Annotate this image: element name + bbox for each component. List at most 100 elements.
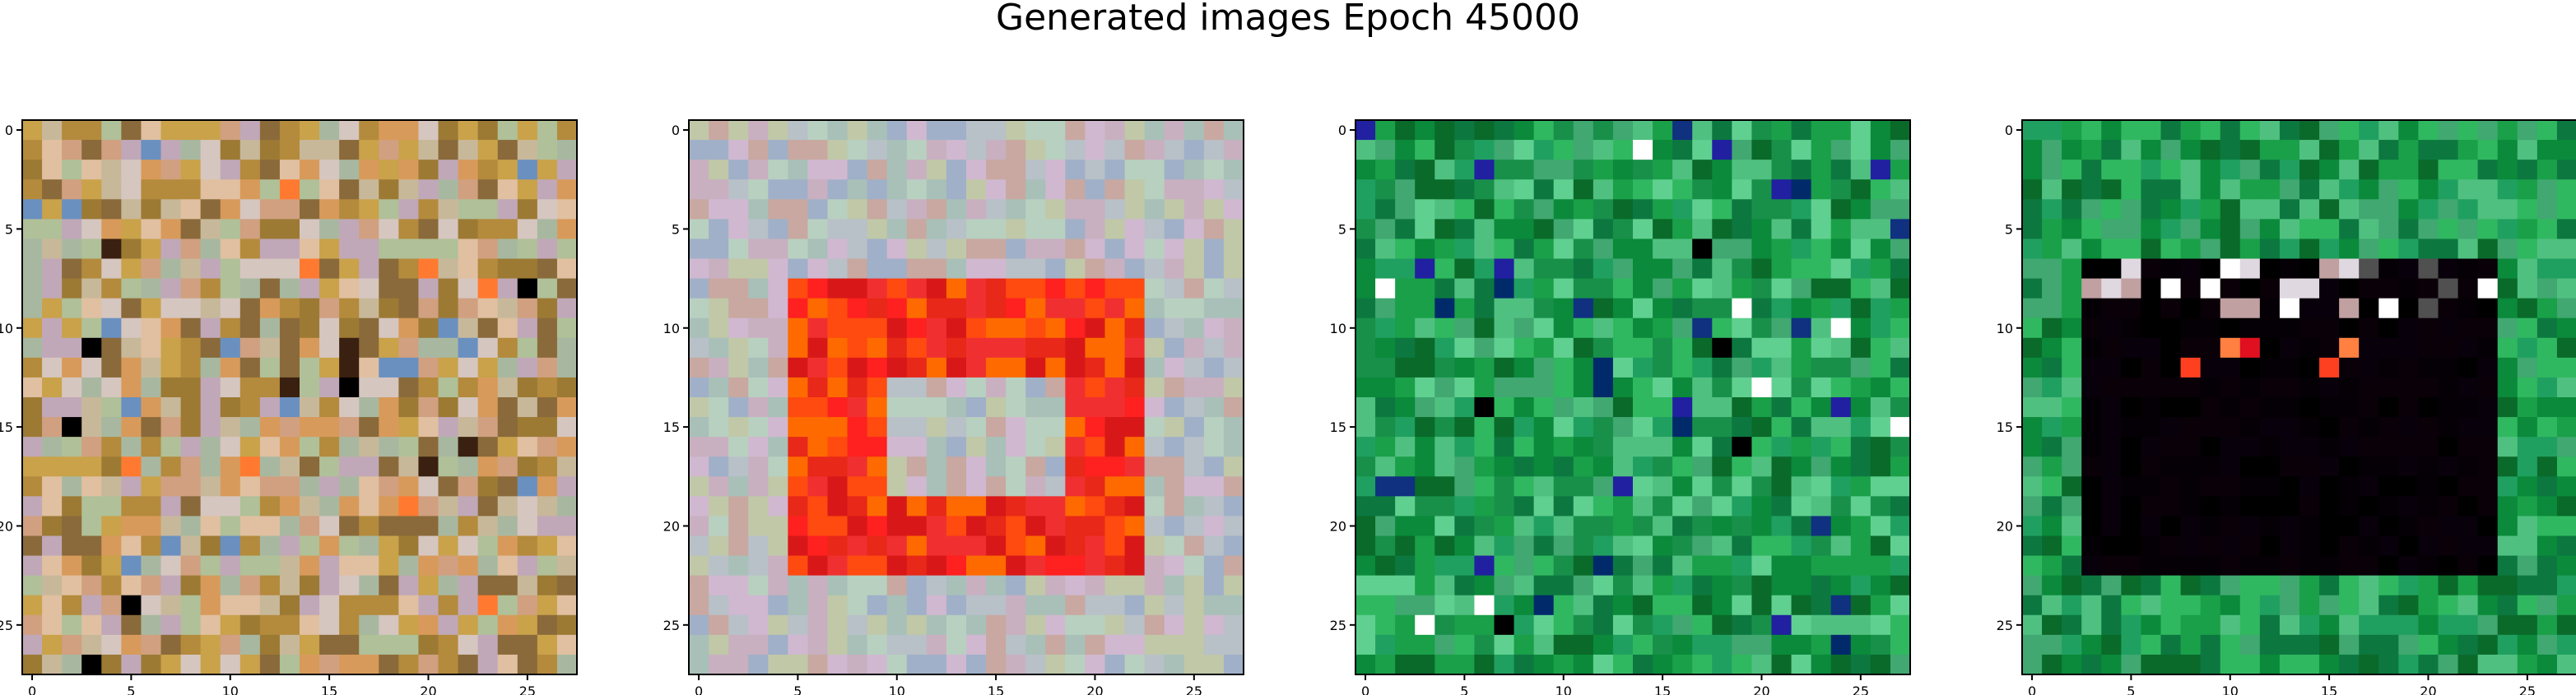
heatmap-cell	[1104, 219, 1126, 240]
heatmap-cell	[1712, 437, 1732, 457]
heatmap-cell	[1732, 298, 1753, 319]
heatmap-cell	[81, 634, 102, 656]
heatmap-cell	[807, 317, 829, 339]
heatmap-cell	[2279, 516, 2300, 537]
heatmap-cell	[339, 219, 360, 240]
heatmap-cell	[886, 337, 908, 359]
heatmap-cell	[867, 614, 888, 636]
heatmap-cell	[2299, 456, 2320, 477]
heatmap-cell	[1870, 595, 1891, 616]
heatmap-cell	[2536, 654, 2558, 675]
heatmap-cell	[2398, 476, 2420, 497]
heatmap-cell	[1712, 555, 1732, 577]
heatmap-cell	[1164, 258, 1185, 280]
heatmap-cell	[2359, 456, 2379, 477]
heatmap-cell	[728, 140, 749, 160]
heatmap-cell	[827, 219, 849, 240]
heatmap-cell	[2160, 535, 2182, 557]
heatmap-cell	[2477, 140, 2499, 160]
heatmap-cell	[1514, 357, 1535, 378]
heatmap-cell	[319, 160, 340, 180]
heatmap-cell	[2239, 595, 2261, 616]
heatmap-cell	[2536, 317, 2558, 339]
heatmap-cell	[379, 516, 399, 537]
heatmap-cell	[2398, 377, 2420, 398]
heatmap-cell	[458, 120, 479, 141]
heatmap-cell	[2220, 377, 2241, 398]
heatmap-cell	[1514, 555, 1535, 577]
heatmap-cell	[1533, 516, 1555, 537]
heatmap-cell	[141, 535, 162, 557]
heatmap-cell	[709, 120, 729, 141]
heatmap-cell	[42, 397, 63, 418]
heatmap-cell	[517, 160, 538, 180]
heatmap-cell	[2200, 298, 2221, 319]
heatmap-cell	[1085, 219, 1106, 240]
heatmap-cell	[1454, 476, 1476, 497]
heatmap-cell	[556, 120, 578, 141]
heatmap-cell	[748, 219, 769, 240]
heatmap-cell	[2398, 417, 2420, 438]
heatmap-cell	[2081, 437, 2102, 457]
heatmap-cell	[1124, 516, 1146, 537]
heatmap-cell	[1830, 239, 1852, 260]
heatmap-cell	[121, 377, 142, 398]
heatmap-cell	[709, 634, 729, 656]
heatmap-cell	[1045, 239, 1066, 260]
heatmap-cell	[1791, 555, 1812, 577]
heatmap-cell	[966, 160, 987, 180]
heatmap-cell	[2160, 397, 2182, 418]
heatmap-cell	[788, 575, 809, 596]
heatmap-cell	[2477, 614, 2499, 636]
heatmap-cell	[1164, 397, 1185, 418]
heatmap-cell	[946, 140, 967, 160]
heatmap-cell	[2339, 634, 2360, 656]
heatmap-cell	[1203, 417, 1225, 438]
heatmap-cell	[966, 634, 987, 656]
heatmap-cell	[2160, 239, 2182, 260]
heatmap-cell	[926, 317, 947, 339]
heatmap-cell	[886, 199, 908, 220]
heatmap-cell	[2220, 239, 2241, 260]
heatmap-cell	[1085, 496, 1106, 517]
heatmap-cell	[2180, 654, 2202, 675]
heatmap-cell	[42, 179, 63, 200]
heatmap-cell	[2438, 535, 2459, 557]
heatmap-cell	[1223, 595, 1244, 616]
heatmap-cell	[1672, 337, 1693, 359]
heatmap-cell	[1533, 160, 1555, 180]
heatmap-cell	[101, 337, 122, 359]
heatmap-cell	[359, 417, 379, 438]
heatmap-cell	[748, 654, 769, 675]
heatmap-cell	[2259, 535, 2281, 557]
y-tick-label: 15	[663, 419, 680, 435]
heatmap-cell	[42, 377, 63, 398]
heatmap-cell	[1653, 337, 1673, 359]
heatmap-cell	[1751, 575, 1773, 596]
heatmap-cell	[1006, 516, 1026, 537]
heatmap-cell	[1633, 357, 1653, 378]
heatmap-cell	[1672, 239, 1693, 260]
heatmap-cell	[300, 496, 320, 517]
heatmap-cell	[62, 140, 82, 160]
heatmap-cell	[2121, 555, 2142, 577]
heatmap-cell	[709, 496, 729, 517]
heatmap-cell	[2081, 120, 2102, 141]
heatmap-cell	[2477, 417, 2499, 438]
heatmap-cell	[2062, 140, 2082, 160]
heatmap-cell	[180, 239, 202, 260]
heatmap-cell	[418, 179, 439, 200]
heatmap-cell	[1870, 278, 1891, 299]
heatmap-cell	[2101, 476, 2122, 497]
heatmap-cell	[2239, 397, 2261, 418]
heatmap-cell	[1415, 278, 1435, 299]
heatmap-cell	[827, 437, 849, 457]
heatmap-cell	[497, 258, 518, 280]
heatmap-cell	[867, 437, 888, 457]
heatmap-cell	[22, 437, 43, 457]
heatmap-cell	[1672, 476, 1693, 497]
heatmap-cell	[2101, 516, 2122, 537]
heatmap-cell	[497, 179, 518, 200]
heatmap-cell	[2339, 654, 2360, 675]
heatmap-cell	[339, 120, 360, 141]
